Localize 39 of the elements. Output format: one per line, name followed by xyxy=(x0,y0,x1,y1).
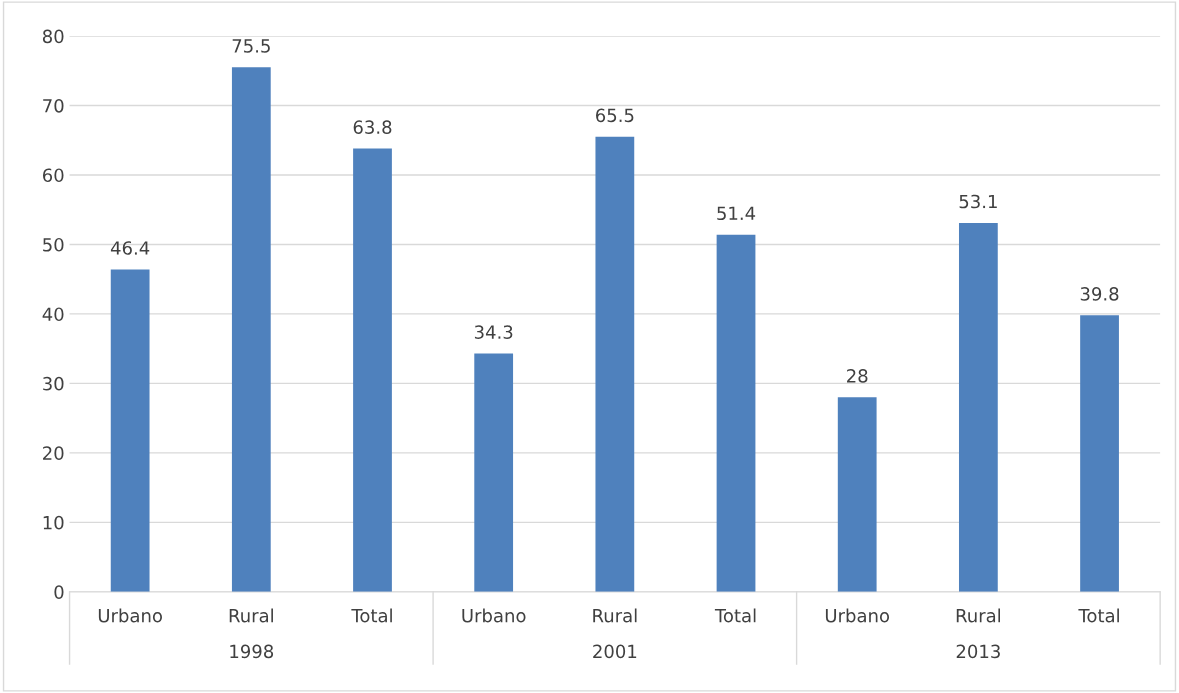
y-tick-label: 40 xyxy=(42,307,64,322)
bar xyxy=(474,353,514,592)
y-tick-label: 50 xyxy=(43,237,64,252)
data-label: 75.5 xyxy=(232,39,270,53)
x-tick-label: Rural xyxy=(593,608,637,623)
data-label: 65.5 xyxy=(596,108,634,123)
data-label: 53.1 xyxy=(959,194,997,209)
x-tick-label: Urbano xyxy=(98,608,162,623)
bar xyxy=(837,397,877,592)
text: 2001 xyxy=(593,644,637,659)
y-tick-label: 10 xyxy=(43,515,64,530)
text: 1998 xyxy=(230,644,274,659)
bar xyxy=(1080,315,1119,592)
y-tick-label: 30 xyxy=(43,376,64,391)
data-label: 63.8 xyxy=(353,120,392,134)
y-tick-label: 80 xyxy=(42,29,64,44)
bar xyxy=(958,222,998,592)
bar xyxy=(110,269,150,592)
x-tick-label: Total xyxy=(1078,608,1119,623)
bar xyxy=(231,67,271,592)
x-tick-label: Rural xyxy=(229,608,273,623)
x-tick-label: Urbano xyxy=(462,608,526,623)
data-label: 46.4 xyxy=(110,241,150,255)
x-tick-label: Total xyxy=(714,608,756,623)
y-tick-label: 20 xyxy=(43,446,64,460)
y-tick-label: 60 xyxy=(42,168,64,183)
text: 2013 xyxy=(956,644,1000,659)
bar xyxy=(716,234,756,592)
y-tick-label: 70 xyxy=(43,98,64,113)
bar xyxy=(595,136,635,592)
data-label: 51.4 xyxy=(717,206,756,221)
data-label: 28 xyxy=(847,369,868,383)
data-label: 34.3 xyxy=(474,325,513,339)
bar xyxy=(353,148,392,592)
data-label: 39.8 xyxy=(1080,287,1119,301)
x-tick-label: Urbano xyxy=(825,608,890,623)
y-tick-label: 0 xyxy=(54,585,64,599)
x-tick-label: Rural xyxy=(956,608,1001,623)
x-tick-label: Total xyxy=(351,608,392,623)
